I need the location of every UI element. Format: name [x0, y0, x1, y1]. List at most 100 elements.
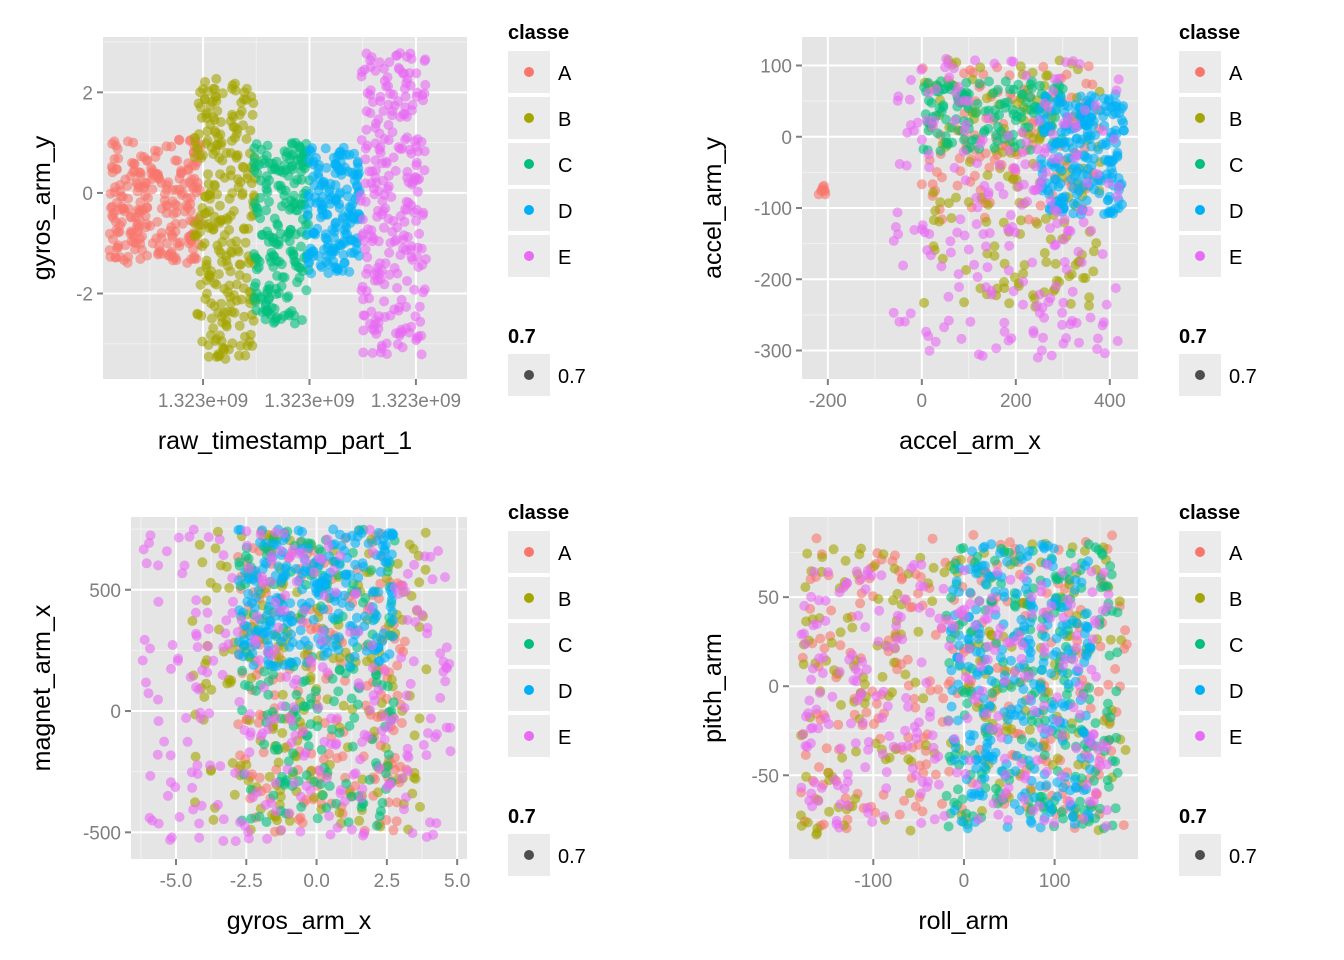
- data-point-B: [199, 692, 210, 702]
- data-point-B: [1002, 171, 1013, 182]
- data-point-E: [860, 762, 871, 773]
- legend-swatch-E: [1195, 731, 1205, 741]
- data-point-B: [961, 265, 972, 275]
- data-point-E: [808, 620, 819, 631]
- data-point-E: [1019, 794, 1030, 805]
- data-point-B: [930, 205, 941, 216]
- y-axis-title: accel_arm_y: [699, 137, 727, 279]
- data-point-C: [309, 776, 319, 787]
- data-point-E: [398, 68, 409, 79]
- data-point-D: [975, 647, 986, 658]
- data-point-E: [431, 729, 442, 740]
- data-point-E: [981, 708, 992, 719]
- data-point-B: [211, 73, 222, 84]
- x-tick-label: 1.323e+09: [158, 391, 248, 412]
- legend-swatch-B: [1195, 113, 1205, 123]
- data-point-D: [358, 561, 369, 572]
- data-point-E: [1017, 640, 1028, 651]
- data-point-A: [1118, 820, 1129, 831]
- data-point-D: [986, 539, 997, 550]
- data-point-B: [1032, 218, 1043, 229]
- data-point-E: [827, 691, 838, 702]
- data-point-E: [993, 809, 1004, 820]
- data-point-E: [954, 282, 964, 292]
- data-point-D: [1068, 208, 1079, 219]
- data-point-B: [357, 774, 368, 785]
- data-point-E: [848, 675, 859, 686]
- data-point-A: [253, 717, 264, 728]
- data-point-E: [807, 801, 818, 812]
- data-point-E: [1081, 779, 1092, 790]
- data-point-C: [286, 203, 297, 213]
- data-point-D: [1086, 141, 1097, 152]
- data-point-A: [110, 252, 121, 263]
- data-point-E: [284, 712, 295, 722]
- data-point-E: [322, 534, 333, 545]
- data-point-C: [1026, 83, 1037, 94]
- data-point-E: [141, 558, 152, 569]
- data-point-C: [257, 230, 268, 240]
- data-point-E: [230, 767, 241, 778]
- data-point-E: [945, 247, 956, 258]
- legend-title-classe: classe: [1179, 502, 1240, 524]
- data-point-E: [805, 738, 816, 749]
- data-point-C: [344, 721, 355, 731]
- data-point-D: [371, 632, 382, 643]
- data-point-E: [441, 722, 452, 733]
- data-point-E: [1091, 787, 1101, 798]
- data-point-E: [359, 64, 370, 75]
- data-point-E: [182, 736, 193, 747]
- legend-swatch-size: [524, 850, 534, 860]
- data-point-E: [803, 708, 814, 719]
- data-point-E: [192, 768, 203, 779]
- data-point-E: [270, 777, 281, 788]
- data-point-E: [882, 701, 893, 712]
- legend-label-C: C: [558, 635, 572, 657]
- data-point-D: [949, 805, 960, 816]
- data-point-E: [280, 590, 291, 601]
- data-point-D: [263, 659, 274, 670]
- data-point-C: [1000, 76, 1011, 87]
- data-point-E: [427, 574, 438, 585]
- data-point-E: [879, 811, 890, 822]
- y-axis-title: magnet_arm_x: [28, 604, 56, 771]
- data-point-E: [960, 119, 971, 130]
- x-tick-label: 0: [959, 871, 970, 892]
- data-point-D: [1054, 163, 1065, 174]
- data-point-E: [1000, 787, 1011, 798]
- data-point-E: [980, 614, 990, 625]
- data-point-E: [917, 224, 927, 235]
- data-point-E: [163, 790, 173, 801]
- data-point-A: [944, 766, 955, 777]
- data-point-E: [422, 628, 433, 639]
- data-point-C: [300, 701, 311, 712]
- data-point-E: [1101, 821, 1112, 832]
- data-point-D: [1014, 544, 1025, 555]
- data-point-E: [906, 563, 917, 574]
- data-point-E: [147, 815, 158, 826]
- data-point-D: [348, 636, 359, 647]
- data-point-D: [238, 651, 249, 662]
- data-point-D: [971, 763, 982, 774]
- data-point-E: [355, 195, 366, 206]
- y-tick-label: -500: [83, 823, 121, 844]
- data-point-C: [286, 195, 296, 206]
- data-point-D: [344, 661, 355, 672]
- data-point-B: [196, 310, 207, 321]
- data-point-E: [203, 532, 214, 543]
- data-point-E: [289, 702, 299, 713]
- data-point-E: [1046, 350, 1057, 361]
- data-point-D: [946, 701, 957, 712]
- data-point-D: [353, 572, 364, 583]
- data-point-E: [924, 229, 935, 239]
- data-point-E: [399, 703, 410, 713]
- data-point-A: [936, 172, 947, 183]
- data-point-E: [990, 604, 1001, 615]
- data-point-E: [255, 529, 266, 540]
- data-point-E: [1094, 756, 1105, 767]
- data-point-C: [926, 97, 937, 108]
- data-point-E: [921, 115, 932, 126]
- data-point-E: [1097, 249, 1108, 260]
- data-point-E: [411, 160, 422, 171]
- data-point-B: [1015, 61, 1026, 72]
